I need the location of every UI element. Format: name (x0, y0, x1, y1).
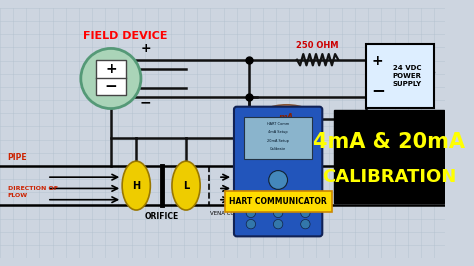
FancyBboxPatch shape (225, 191, 332, 212)
Circle shape (269, 171, 288, 189)
Text: 24 VDC
POWER
SUPPLY: 24 VDC POWER SUPPLY (392, 65, 421, 87)
Text: ORIFICE: ORIFICE (145, 211, 179, 221)
Circle shape (301, 194, 310, 203)
Text: −: − (140, 96, 152, 110)
Text: HART COMMUNICATOR: HART COMMUNICATOR (229, 197, 327, 206)
Circle shape (273, 219, 283, 229)
Circle shape (273, 208, 283, 218)
Text: DIRECTION OF
FLOW: DIRECTION OF FLOW (8, 186, 57, 198)
Text: FIELD DEVICE: FIELD DEVICE (83, 31, 167, 41)
Circle shape (246, 208, 255, 218)
Text: Calibrate: Calibrate (270, 147, 286, 151)
Bar (334, 110, 445, 203)
Text: +: + (372, 54, 383, 68)
Bar (96, 60, 126, 95)
Bar (244, 117, 312, 159)
Text: CALIBRATION: CALIBRATION (322, 168, 456, 186)
Circle shape (273, 194, 283, 203)
Text: −: − (371, 81, 385, 99)
Text: PIPE: PIPE (8, 153, 27, 162)
Ellipse shape (257, 105, 316, 133)
Circle shape (246, 219, 255, 229)
Text: H: H (132, 181, 140, 191)
Text: DVM: DVM (276, 132, 298, 142)
Text: 4mA & 20mA: 4mA & 20mA (313, 132, 465, 152)
Ellipse shape (122, 161, 150, 210)
Text: 250 OHM: 250 OHM (296, 41, 339, 51)
Text: mA: mA (279, 113, 294, 122)
Ellipse shape (172, 161, 200, 210)
Text: VENA CONTRAC: VENA CONTRAC (210, 211, 254, 216)
FancyBboxPatch shape (234, 107, 322, 236)
Circle shape (246, 194, 255, 203)
Circle shape (301, 219, 310, 229)
Circle shape (81, 48, 141, 109)
Bar (366, 44, 434, 108)
Text: +: + (140, 42, 151, 55)
Text: −: − (104, 79, 117, 94)
Circle shape (301, 208, 310, 218)
Text: L: L (183, 181, 189, 191)
Text: 4mA Setup: 4mA Setup (268, 130, 288, 134)
Text: +: + (105, 62, 117, 76)
Text: 20mA Setup: 20mA Setup (267, 139, 289, 143)
Text: HART Comm: HART Comm (267, 122, 289, 126)
